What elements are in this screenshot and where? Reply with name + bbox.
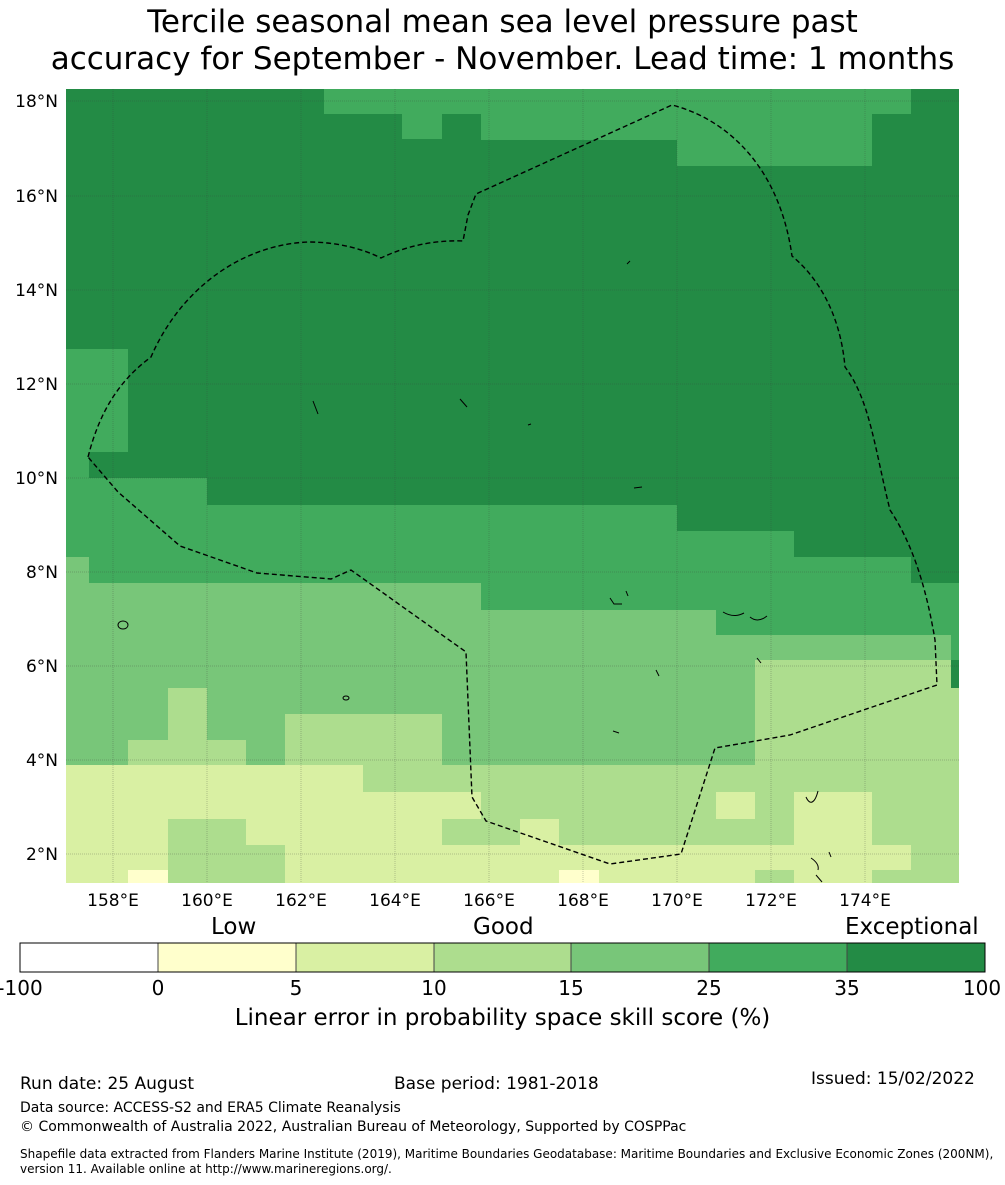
skill-region-25-35-north bbox=[66, 89, 911, 452]
colorbar-tick: 35 bbox=[834, 976, 860, 1000]
skill-region-0-5 bbox=[128, 870, 599, 883]
lon-label: 172°E bbox=[745, 891, 797, 911]
lat-label: 4°N bbox=[26, 751, 58, 771]
colorbar-outline bbox=[19, 942, 986, 973]
base-period: Base period: 1981-2018 bbox=[394, 1074, 599, 1094]
colorbar-swatch bbox=[296, 943, 434, 972]
lon-label: 168°E bbox=[557, 891, 609, 911]
colorbar-swatch bbox=[434, 943, 571, 972]
lat-label: 6°N bbox=[26, 657, 58, 677]
latitude-labels: 18°N 16°N 14°N 12°N 10°N 8°N 6°N 4°N 2°N bbox=[15, 92, 58, 865]
islands bbox=[117, 260, 832, 883]
colorbar-swatch bbox=[709, 943, 847, 972]
lon-label: 158°E bbox=[87, 891, 139, 911]
colorbar-title: Linear error in probability space skill … bbox=[234, 1005, 771, 1031]
map-panel bbox=[66, 89, 959, 883]
lat-label: 8°N bbox=[26, 563, 58, 583]
legend-category-good: Good bbox=[473, 914, 534, 940]
shapefile-credit: Shapefile data extracted from Flanders M… bbox=[20, 1147, 994, 1176]
skill-region-15-25 bbox=[66, 557, 959, 765]
lon-label: 164°E bbox=[369, 891, 421, 911]
longitude-labels: 158°E 160°E 162°E 164°E 166°E 168°E 170°… bbox=[87, 891, 891, 911]
issued-date: Issued: 15/02/2022 bbox=[811, 1069, 975, 1089]
colorbar bbox=[19, 942, 986, 973]
lon-label: 160°E bbox=[181, 891, 233, 911]
lat-label: 12°N bbox=[15, 375, 58, 395]
colorbar-tick: 0 bbox=[151, 976, 165, 1000]
colorbar-swatch bbox=[847, 943, 985, 972]
lon-label: 174°E bbox=[839, 891, 891, 911]
copyright: © Commonwealth of Australia 2022, Austra… bbox=[20, 1119, 687, 1135]
lat-label: 16°N bbox=[15, 187, 58, 207]
map-title-line-1: Tercile seasonal mean sea level pressure… bbox=[147, 4, 858, 40]
colorbar-tick: 15 bbox=[558, 976, 584, 1000]
eez-boundary bbox=[87, 104, 938, 865]
colorbar-tick: 5 bbox=[289, 976, 303, 1000]
lon-label: 170°E bbox=[651, 891, 703, 911]
graticule bbox=[66, 89, 959, 883]
data-source: Data source: ACCESS-S2 and ERA5 Climate … bbox=[20, 1100, 401, 1116]
skill-region-5-10 bbox=[66, 765, 911, 883]
lat-label: 14°N bbox=[15, 281, 58, 301]
lat-label: 2°N bbox=[26, 845, 58, 865]
lon-label: 162°E bbox=[275, 891, 327, 911]
lat-label: 18°N bbox=[15, 92, 58, 112]
legend-category-exceptional: Exceptional bbox=[845, 914, 979, 940]
colorbar-swatch bbox=[20, 943, 158, 972]
colorbar-tick: 25 bbox=[696, 976, 722, 1000]
colorbar-tick: -100 bbox=[0, 976, 43, 1000]
map-title-line-2: accuracy for September - November. Lead … bbox=[50, 41, 955, 77]
lat-label: 10°N bbox=[15, 469, 58, 489]
colorbar-tick: 10 bbox=[421, 976, 447, 1000]
colorbar-swatch bbox=[158, 943, 296, 972]
legend-category-low: Low bbox=[211, 914, 257, 940]
lon-label: 166°E bbox=[463, 891, 515, 911]
colorbar-tick: 100 bbox=[962, 976, 1002, 1000]
run-date: Run date: 25 August bbox=[20, 1074, 194, 1094]
colorbar-swatch bbox=[571, 943, 709, 972]
